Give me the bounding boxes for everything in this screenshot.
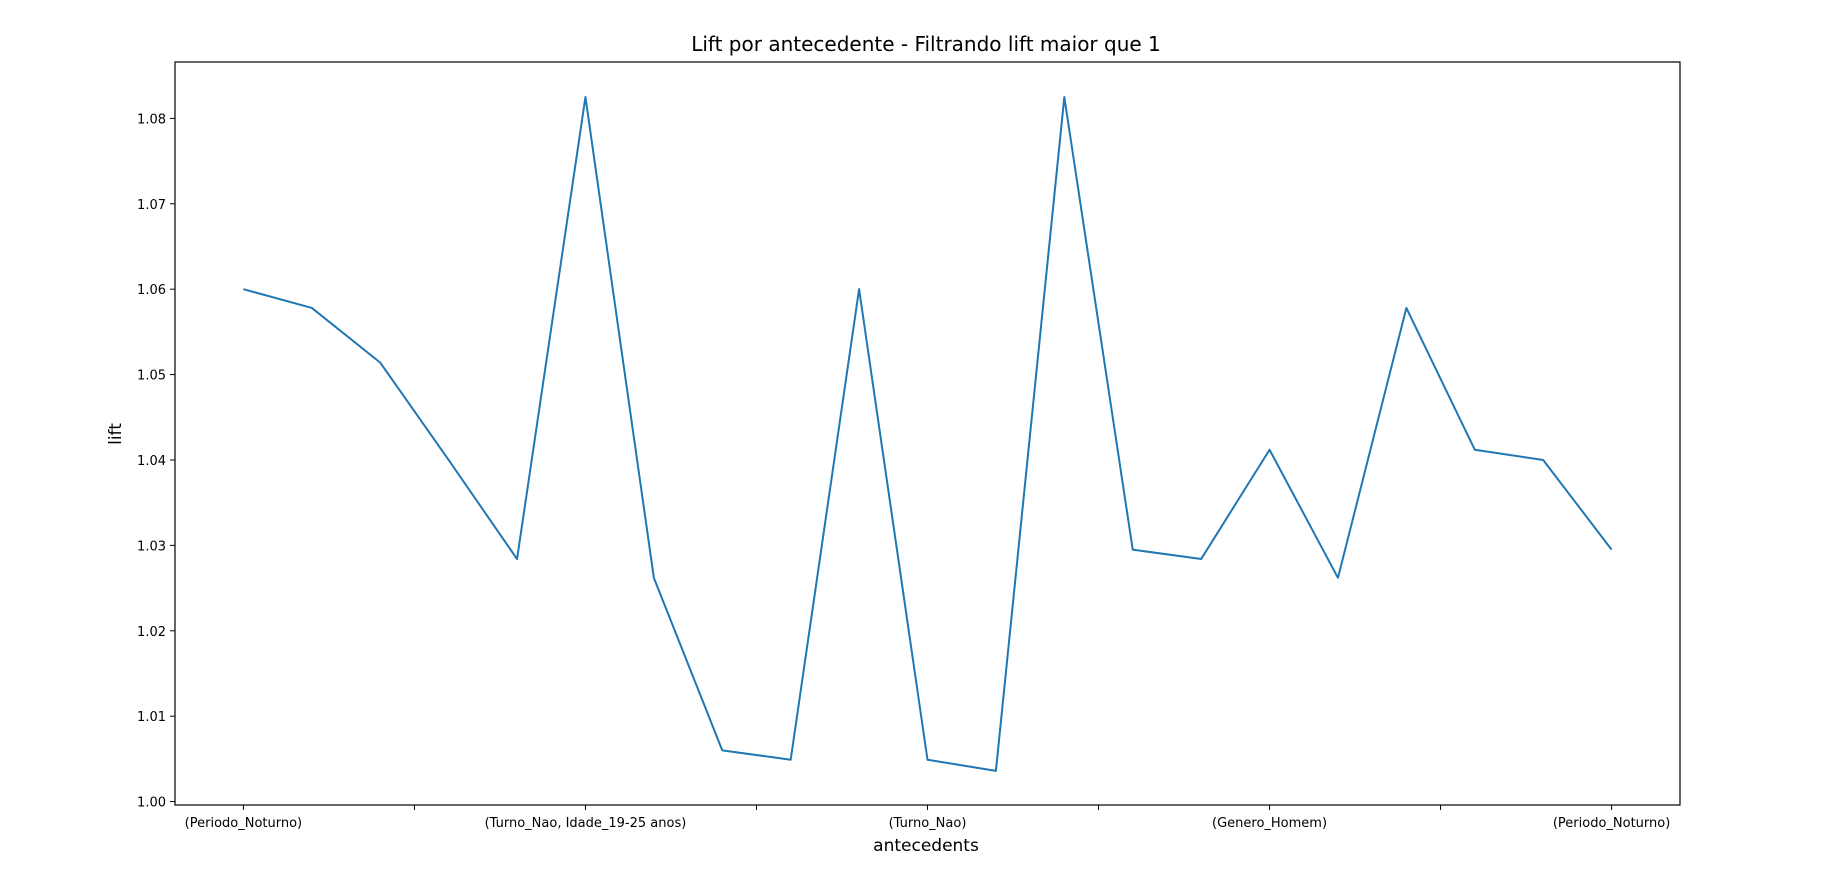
x-tick-label: (Periodo_Noturno): [185, 816, 302, 831]
y-tick-label: 1.07: [137, 198, 166, 213]
y-tick-label: 1.01: [137, 710, 166, 725]
x-axis-label: antecedents: [873, 836, 979, 856]
plot-area: 1.00 1.01 1.02 1.03 1.04 1.05 1.06 1.07 1.08 (Per…: [137, 61, 1681, 831]
x-tick-label: (Turno_Nao): [889, 816, 967, 831]
y-tick-label: 1.08: [137, 112, 166, 127]
y-axis-label: lift: [106, 423, 126, 445]
y-tick-label: 1.02: [137, 625, 166, 640]
plot-frame: [174, 61, 1681, 806]
x-tick-label: (Genero_Homem): [1212, 816, 1327, 831]
y-tick-label: 1.04: [137, 454, 166, 469]
y-tick-label: 1.03: [137, 539, 166, 554]
y-tick-label: 1.05: [137, 369, 166, 384]
series-line-0: [243, 96, 1613, 772]
x-tick-label: (Turno_Nao, Idade_19-25 anos): [485, 816, 687, 831]
chart-title: Lift por antecedente - Filtrando lift ma…: [691, 32, 1161, 56]
x-tick-label: (Periodo_Noturno): [1553, 816, 1670, 831]
y-tick-label: 1.06: [137, 283, 166, 298]
y-tick-label: 1.00: [137, 796, 166, 811]
